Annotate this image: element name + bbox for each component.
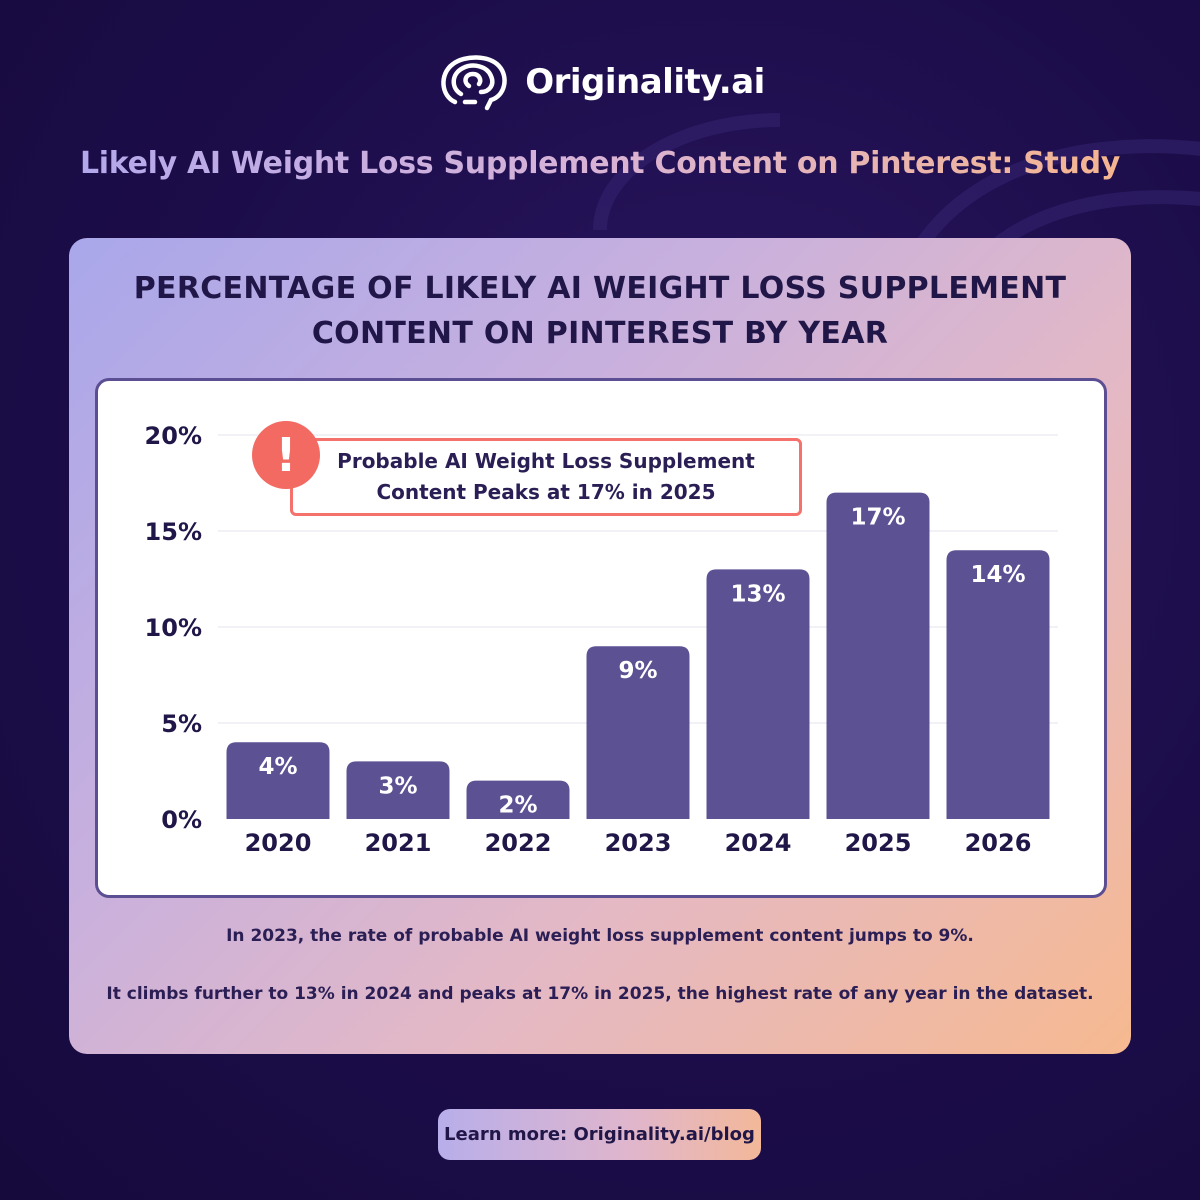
x-tick-label: 2021	[365, 829, 432, 857]
chart-card: PERCENTAGE OF LIKELY AI WEIGHT LOSS SUPP…	[69, 238, 1131, 1054]
data-label: 2%	[498, 793, 537, 819]
chart-title: PERCENTAGE OF LIKELY AI WEIGHT LOSS SUPP…	[69, 266, 1131, 356]
bar	[346, 761, 450, 819]
brand-header: Originality.ai	[0, 52, 1200, 112]
data-label: 4%	[258, 754, 297, 780]
chart-title-line-2: CONTENT ON PINTEREST BY YEAR	[311, 316, 889, 351]
chart-title-line-1: PERCENTAGE OF LIKELY AI WEIGHT LOSS SUPP…	[133, 271, 1067, 306]
note-2: It climbs further to 13% in 2024 and pea…	[106, 984, 1094, 1004]
x-tick-label: 2025	[845, 829, 912, 857]
callout-line-2: Content Peaks at 17% in 2025	[376, 480, 716, 504]
bar	[706, 569, 810, 819]
bar	[466, 780, 570, 819]
note-1: In 2023, the rate of probable AI weight …	[226, 926, 974, 946]
y-tick-label: 15%	[145, 518, 202, 546]
x-tick-label: 2020	[245, 829, 312, 857]
x-tick-label: 2022	[485, 829, 552, 857]
headline-text: Likely AI Weight Loss Supplement Content…	[79, 146, 1121, 181]
y-tick-label: 5%	[161, 710, 202, 738]
y-tick-label: 20%	[145, 422, 202, 450]
callout-box: Probable AI Weight Loss Supplement Conte…	[290, 438, 802, 516]
data-label: 13%	[730, 581, 785, 607]
chart-panel: 0% 5% 10% 15% 20% 4% 2020 3% 2021 2% 2022 9% 2023 13%…	[95, 378, 1107, 898]
bar	[586, 646, 690, 819]
bar	[826, 492, 930, 819]
y-tick-label: 10%	[145, 614, 202, 642]
brain-icon	[441, 55, 507, 111]
exclamation-icon: !	[252, 421, 320, 489]
bar	[946, 550, 1050, 819]
data-label: 14%	[970, 562, 1025, 588]
bar	[226, 742, 330, 819]
data-label: 17%	[850, 505, 905, 531]
brand-name: Originality.ai	[525, 62, 765, 102]
x-tick-label: 2026	[965, 829, 1032, 857]
data-label: 9%	[618, 658, 657, 684]
callout-line-1: Probable AI Weight Loss Supplement	[337, 449, 755, 473]
bar-chart: 0% 5% 10% 15% 20% 4% 2020 3% 2021 2% 2022 9% 2023 13%…	[145, 422, 1058, 857]
learn-more-link[interactable]: Learn more: Originality.ai/blog	[438, 1109, 761, 1160]
page-headline: Likely AI Weight Loss Supplement Content…	[0, 146, 1200, 181]
x-tick-label: 2023	[605, 829, 672, 857]
x-tick-label: 2024	[725, 829, 792, 857]
data-label: 3%	[378, 773, 417, 799]
y-tick-label: 0%	[161, 806, 202, 834]
